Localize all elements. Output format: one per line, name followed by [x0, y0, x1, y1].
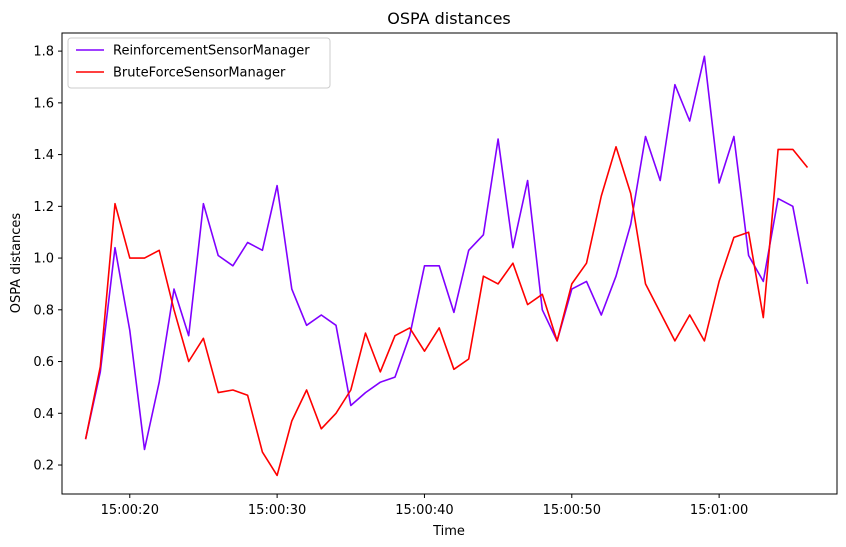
y-tick-label: 1.8: [33, 45, 54, 60]
y-tick-label: 1.6: [33, 96, 54, 111]
y-tick-label: 0.2: [33, 459, 54, 474]
chart-title: OSPA distances: [387, 9, 511, 28]
plot-frame: [61, 32, 838, 495]
y-tick-label: 1.0: [33, 252, 54, 267]
y-tick-label: 0.8: [33, 303, 54, 318]
legend-box: [67, 37, 331, 89]
x-axis: 15:00:20 15:00:30 15:00:40 15:00:50 15:01:00: [101, 494, 748, 518]
x-tick-label: 15:00:40: [395, 503, 453, 518]
y-tick-label: 0.6: [33, 355, 54, 370]
series-line-2: [84, 146, 809, 477]
x-tick-label: 15:00:30: [248, 503, 306, 518]
y-axis: 0.2 0.4 0.6 0.8 1.0 1.2 1.4 1.6 1.8: [33, 45, 62, 474]
y-axis-label: OSPA distances: [9, 213, 24, 314]
y-tick-label: 1.4: [33, 148, 54, 163]
x-tick-label: 15:00:20: [101, 503, 159, 518]
legend-label-1: ReinforcementSensorManager: [113, 44, 310, 59]
y-tick-label: 1.2: [33, 200, 54, 215]
y-tick-label: 0.4: [33, 407, 54, 422]
legend-label-2: BruteForceSensorManager: [113, 66, 286, 81]
series-line-1: [84, 55, 809, 451]
x-tick-label: 15:00:50: [543, 503, 601, 518]
x-tick-label: 15:01:00: [690, 503, 748, 518]
x-axis-label: Time: [432, 524, 465, 539]
series-layer: [84, 55, 809, 477]
legend: ReinforcementSensorManager BruteForceSens…: [67, 37, 331, 89]
